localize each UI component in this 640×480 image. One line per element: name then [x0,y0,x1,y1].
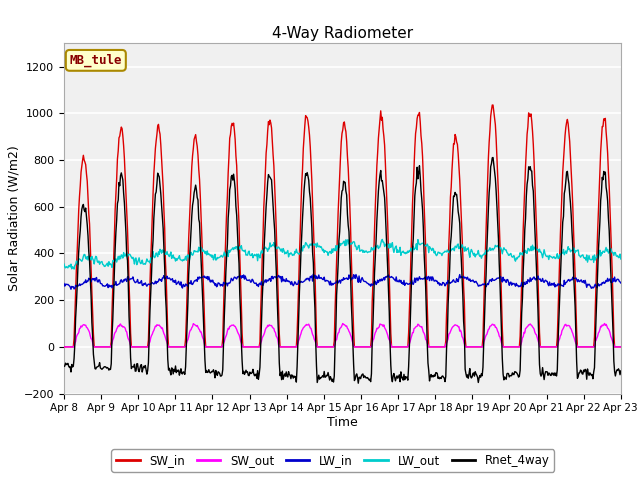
Title: 4-Way Radiometer: 4-Way Radiometer [272,25,413,41]
Text: MB_tule: MB_tule [70,54,122,67]
Y-axis label: Solar Radiation (W/m2): Solar Radiation (W/m2) [8,145,21,291]
X-axis label: Time: Time [327,416,358,429]
Legend: SW_in, SW_out, LW_in, LW_out, Rnet_4way: SW_in, SW_out, LW_in, LW_out, Rnet_4way [111,449,554,472]
